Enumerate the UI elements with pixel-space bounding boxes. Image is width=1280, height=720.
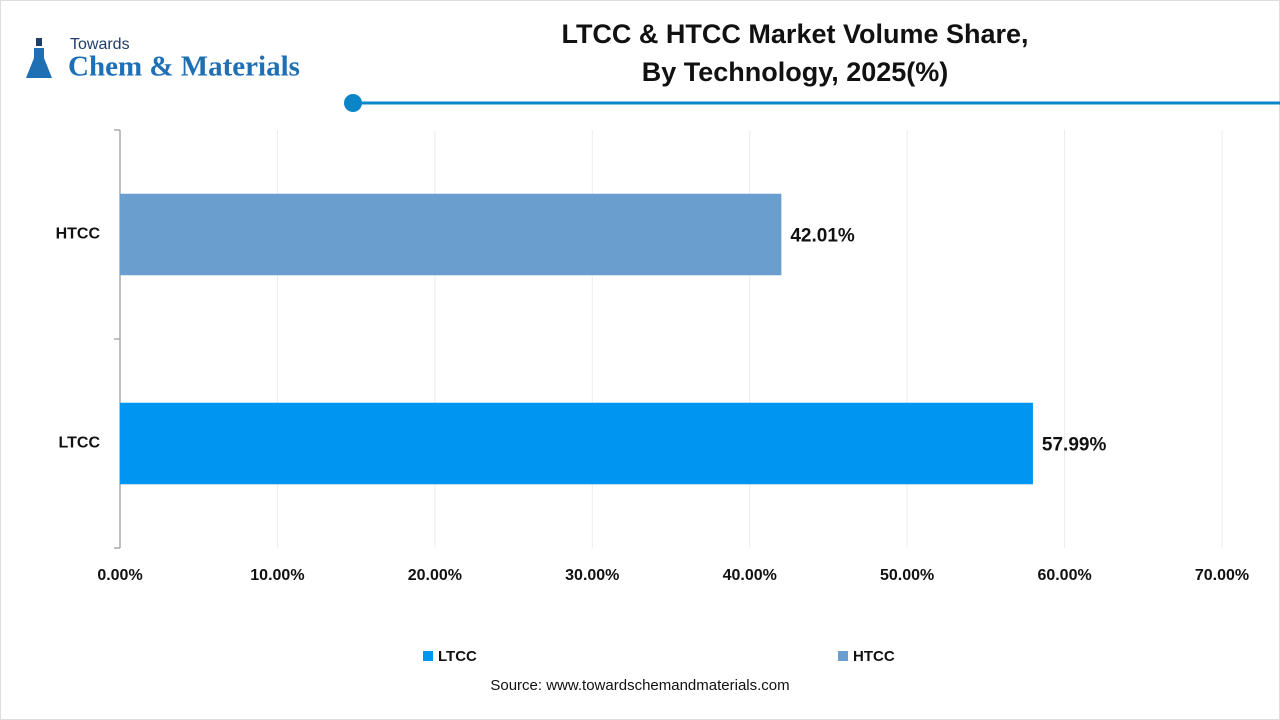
title-rule-dot	[344, 94, 362, 112]
bar	[120, 402, 1033, 485]
y-tick-label: HTCC	[56, 226, 101, 243]
x-tick-label: 70.00%	[1195, 567, 1249, 584]
x-tick-label: 60.00%	[1037, 567, 1091, 584]
logo-icon-top	[36, 38, 42, 46]
logo-top: Towards	[70, 36, 130, 53]
data-label: 57.99%	[1042, 435, 1107, 456]
y-tick-label: LTCC	[59, 435, 101, 452]
logo-bottom: Chem & Materials	[68, 51, 300, 83]
source: Source: www.towardschemandmaterials.com	[490, 677, 789, 694]
legend-swatch	[423, 651, 433, 661]
x-tick-label: 50.00%	[880, 567, 934, 584]
chart-title: LTCC & HTCC Market Volume Share,	[561, 19, 1028, 49]
logo: Towards Chem & Materials	[26, 36, 300, 83]
bar	[120, 193, 782, 276]
x-tick-label: 20.00%	[408, 567, 462, 584]
x-tick-label: 10.00%	[250, 567, 304, 584]
x-tick-label: 0.00%	[97, 567, 142, 584]
logo-icon	[26, 48, 52, 78]
x-tick-label: 30.00%	[565, 567, 619, 584]
legend-label: HTCC	[853, 648, 895, 665]
x-tick-label: 40.00%	[723, 567, 777, 584]
legend-label: LTCC	[438, 648, 477, 665]
legend-swatch	[838, 651, 848, 661]
chart-title: By Technology, 2025(%)	[642, 57, 949, 87]
data-label: 42.01%	[790, 226, 855, 247]
